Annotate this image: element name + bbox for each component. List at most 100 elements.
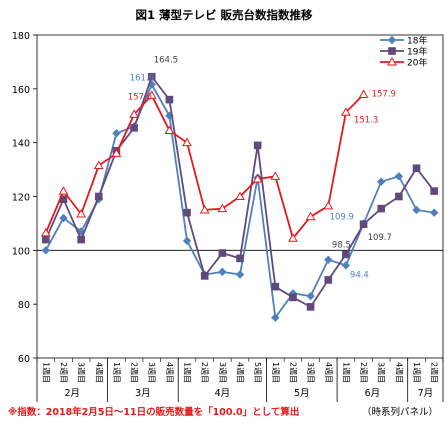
x-tick-label: 4週目 [165, 362, 174, 383]
series-line [44, 93, 365, 241]
x-tick-label: 3週目 [77, 362, 86, 383]
data-point [42, 235, 50, 244]
data-point [146, 90, 157, 99]
data-label: 157.9 [372, 89, 396, 99]
month-label: 5月 [294, 388, 310, 399]
data-point [41, 246, 51, 255]
y-tick-label: 120 [12, 193, 30, 204]
data-point [235, 270, 245, 279]
chart-title: 図1 薄型テレビ 販売台数指数推移 [135, 8, 313, 22]
data-point [76, 208, 86, 218]
legend-label: 20年 [407, 57, 427, 69]
data-label: 98.5 [332, 240, 351, 250]
data-point [130, 124, 138, 132]
data-point [270, 171, 281, 180]
x-tick-label: 1週目 [183, 362, 192, 383]
data-point [218, 267, 227, 277]
data-label: 161.6 [130, 74, 154, 84]
month-label: 6月 [365, 388, 381, 399]
series-layer [40, 72, 439, 322]
data-point [236, 254, 244, 263]
data-point [182, 137, 192, 147]
data-point [129, 109, 139, 118]
data-point [183, 208, 191, 217]
x-tick-label: 5週目 [253, 362, 262, 383]
data-label: 109.7 [368, 233, 392, 243]
data-point [199, 204, 210, 214]
data-point [58, 186, 69, 195]
data-point [306, 291, 315, 301]
data-label: 164.5 [154, 56, 178, 66]
x-tick-label: 3週目 [147, 362, 156, 383]
data-point [324, 255, 333, 264]
data-point [200, 272, 209, 280]
x-tick-label: 4週目 [324, 362, 333, 383]
data-point [387, 35, 397, 45]
data-point [271, 282, 280, 291]
data-point [324, 276, 333, 284]
legend-label: 19年 [407, 46, 427, 58]
data-point [412, 164, 421, 173]
data-point [288, 233, 298, 242]
x-tick-label: 1週目 [341, 362, 350, 383]
data-point [77, 235, 85, 244]
month-label: 2月 [65, 388, 81, 399]
series-20年 [40, 89, 369, 242]
data-point [289, 293, 297, 302]
y-tick-label: 160 [12, 85, 30, 96]
series-18年 [41, 80, 439, 322]
data-point [377, 204, 386, 213]
chart-source: （時系列パネル） [362, 406, 438, 418]
data-point [112, 129, 121, 138]
data-point [111, 148, 122, 157]
data-point [323, 200, 334, 210]
data-point [341, 107, 351, 116]
data-point [395, 192, 403, 201]
y-tick-label: 60 [18, 354, 30, 365]
legend-label: 18年 [407, 35, 427, 47]
data-point [271, 313, 280, 322]
axes: 60 80 100 120 140 160 180 1週目 2週目 3週目 4週目 1週目 2週目 3週目… [12, 31, 444, 402]
data-label: 94.4 [350, 270, 369, 280]
data-label: 151.3 [354, 115, 378, 125]
data-label: 157.6 [128, 92, 152, 102]
data-point [182, 236, 192, 246]
y-tick-label: 100 [12, 246, 30, 257]
data-point [358, 89, 369, 98]
x-tick-label: 3週目 [377, 362, 386, 383]
data-point [94, 192, 103, 201]
x-tick-label: 2週目 [200, 362, 209, 383]
y-tick-label: 180 [12, 31, 30, 42]
month-label: 7月 [418, 388, 434, 399]
data-point [429, 208, 439, 217]
x-tick-label: 2週目 [130, 362, 139, 383]
x-tick-label: 1週目 [41, 362, 50, 383]
data-point [40, 227, 51, 237]
data-point [377, 177, 386, 186]
data-point [430, 187, 438, 195]
data-point [93, 160, 104, 170]
data-point [306, 303, 315, 311]
data-point [341, 261, 351, 270]
data-point [394, 172, 404, 181]
data-point [147, 72, 156, 81]
data-point [387, 56, 397, 66]
x-tick-label: 4週目 [94, 362, 103, 383]
y-tick-label: 80 [18, 300, 30, 311]
data-point [412, 205, 421, 215]
data-point [359, 220, 368, 229]
x-tick-label: 2週目 [430, 362, 439, 383]
month-label: 4月 [215, 388, 231, 399]
x-tick-label: 3週目 [306, 362, 315, 383]
x-tick-label: 2週目 [288, 362, 297, 383]
data-point [388, 47, 396, 55]
x-tick-label: 1週目 [412, 362, 421, 383]
data-point [305, 211, 316, 221]
x-tick-label: 4週目 [236, 362, 245, 383]
x-tick-label: 1週目 [271, 362, 280, 383]
x-tick-label: 3週目 [218, 362, 227, 383]
series-19年 [42, 72, 438, 311]
